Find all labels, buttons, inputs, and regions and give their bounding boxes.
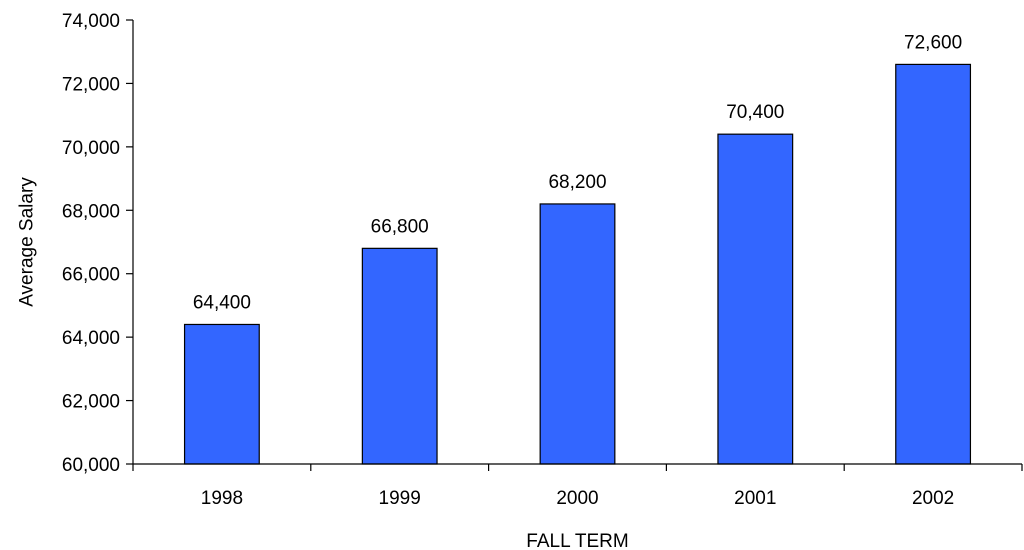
x-tick-label-1999: 1999 (379, 488, 421, 509)
x-tick-label-1998: 1998 (201, 488, 243, 509)
data-label-1999: 66,800 (371, 216, 429, 237)
x-tick-label-2000: 2000 (556, 488, 598, 509)
y-tick-label: 72,000 (62, 74, 120, 95)
y-axis-title: Average Salary (17, 177, 38, 307)
data-labels-layer: 64,400 66,800 68,200 70,400 72,600 (193, 32, 962, 313)
axes-layer (132, 20, 1022, 465)
bar-2001 (717, 133, 794, 465)
bar-1999 (361, 247, 438, 465)
y-tick-label: 74,000 (62, 11, 120, 32)
bar-1998 (183, 323, 260, 465)
data-label-2000: 68,200 (548, 172, 606, 193)
y-tick-label: 68,000 (62, 201, 120, 222)
data-label-1998: 64,400 (193, 292, 251, 313)
x-tick-label-2001: 2001 (734, 488, 776, 509)
bar-2002 (895, 63, 972, 465)
y-tick-label: 62,000 (62, 392, 120, 413)
y-tick-label: 64,000 (62, 328, 120, 349)
y-tick-label: 66,000 (62, 265, 120, 286)
bar-2000 (539, 203, 616, 465)
ticks-layer: 1998 1999 2000 2001 2002 60,000 62,000 64,000 66… (62, 11, 1023, 509)
bars-layer (183, 63, 972, 465)
data-label-2001: 70,400 (726, 102, 784, 123)
x-tick-label-2002: 2002 (912, 488, 954, 509)
y-tick-label: 60,000 (62, 455, 120, 476)
y-tick-label: 70,000 (62, 138, 120, 159)
x-axis-title: FALL TERM (526, 531, 628, 550)
data-label-2002: 72,600 (904, 32, 962, 53)
